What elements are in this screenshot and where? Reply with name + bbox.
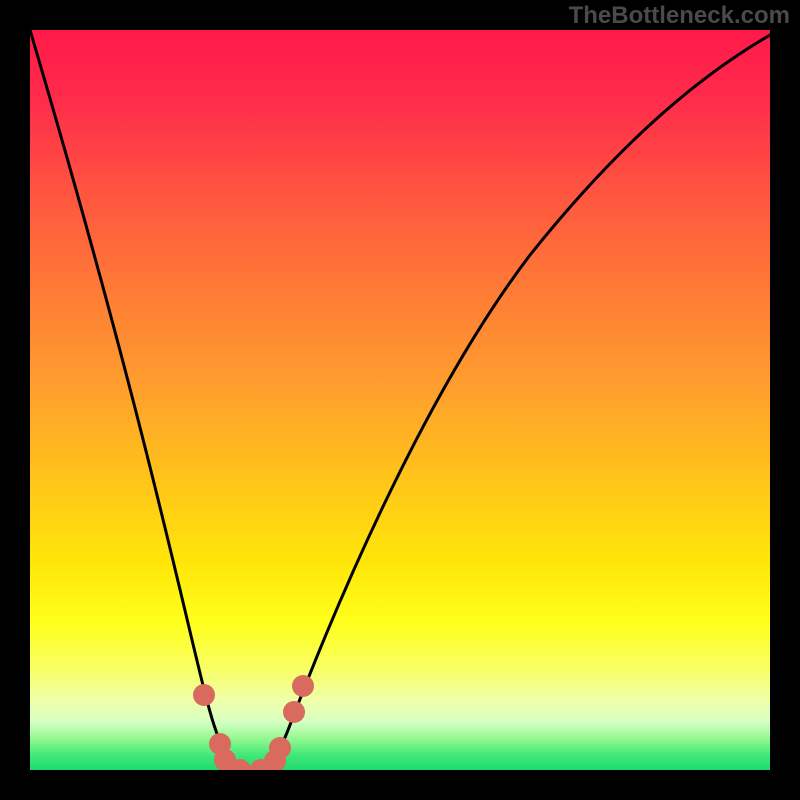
bottleneck-curve [30,30,770,770]
curve-layer [30,30,770,770]
watermark-text: TheBottleneck.com [569,2,790,30]
curve-marker [269,737,291,759]
marker-group [193,675,314,770]
curve-marker [193,684,215,706]
curve-marker [283,701,305,723]
chart-frame: TheBottleneck.com [0,0,800,800]
plot-area [30,30,770,770]
curve-marker [292,675,314,697]
